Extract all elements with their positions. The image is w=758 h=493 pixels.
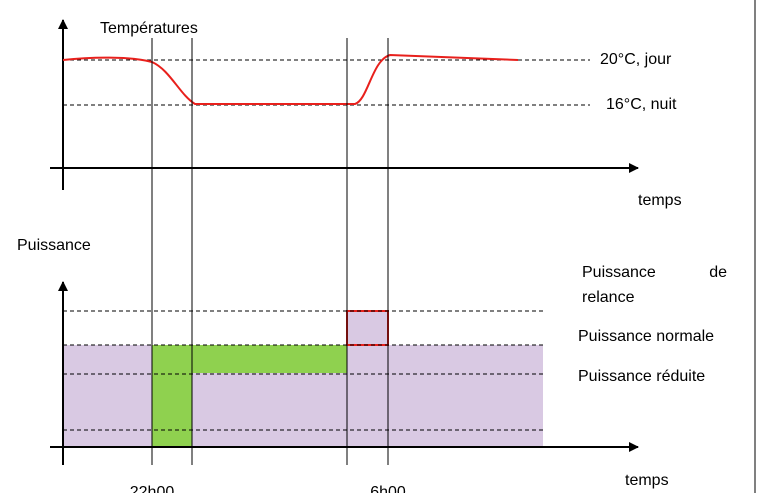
night-label: 16°C, nuit	[606, 96, 677, 113]
reduced-transition	[152, 345, 192, 447]
day-label: 20°C, jour	[600, 51, 672, 68]
temperature-curve	[62, 53, 519, 105]
power-title: Puissance	[17, 237, 91, 254]
temperature-title: Températures	[100, 20, 198, 37]
normal-label: Puissance normale	[578, 328, 714, 345]
time-axis-label: temps	[625, 472, 669, 489]
boost-block	[346, 310, 389, 346]
time-label: 6h00	[370, 484, 406, 493]
time-label: 22h00	[130, 484, 175, 493]
reduced-label: Puissance réduite	[578, 368, 705, 385]
time-axis-label: temps	[638, 192, 682, 209]
boost-label: Puissance de relance	[582, 264, 727, 306]
normal-band	[192, 345, 347, 373]
